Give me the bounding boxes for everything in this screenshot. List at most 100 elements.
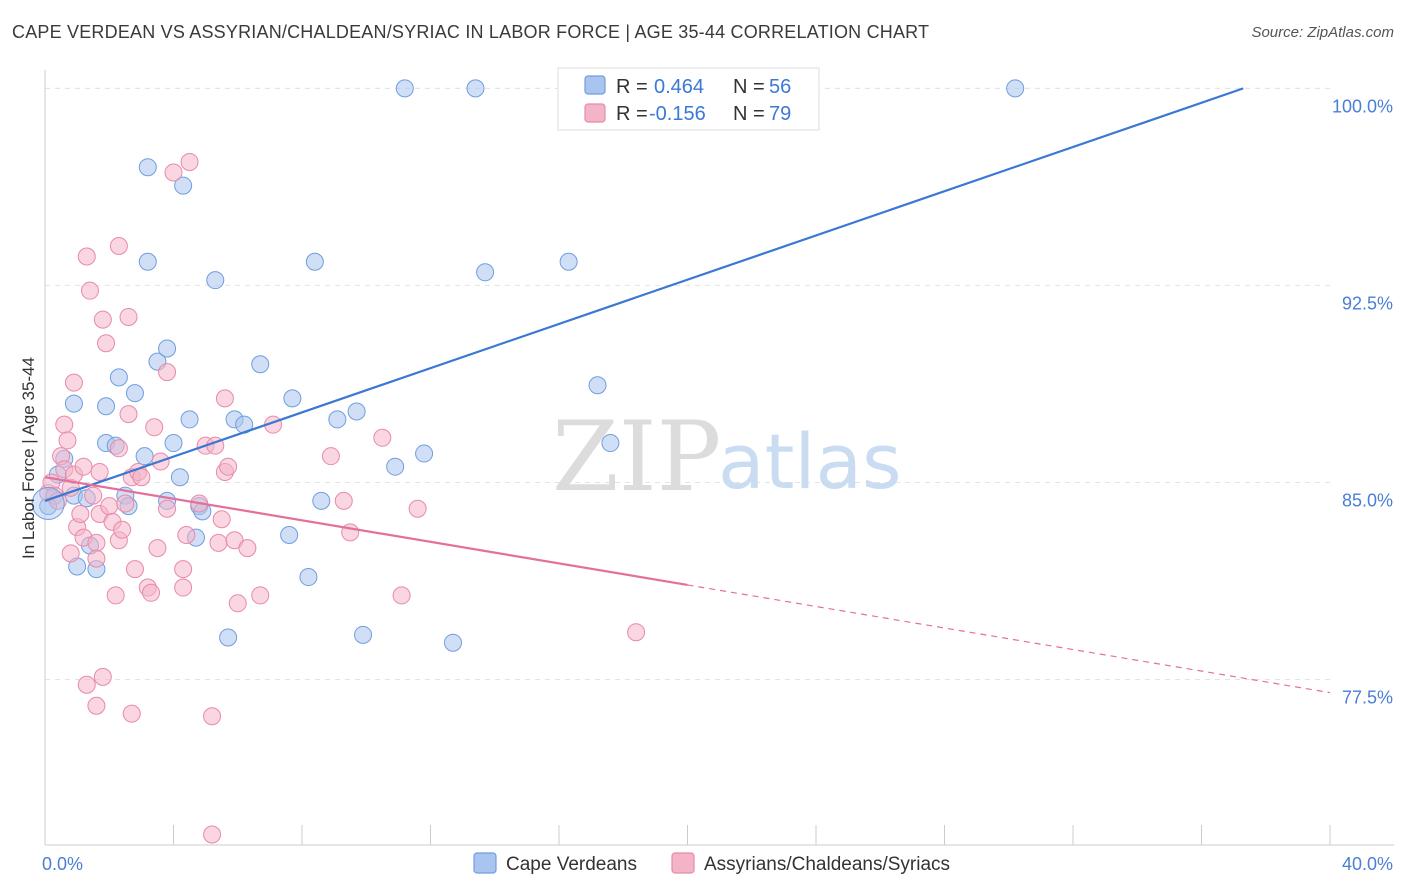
data-point-assyrians — [48, 491, 67, 510]
data-point-assyrians — [71, 504, 90, 523]
data-point-cape-verdeans — [135, 447, 154, 466]
data-point-cape-verdeans — [443, 633, 462, 652]
data-point-cape-verdeans — [588, 376, 607, 395]
data-point-cape-verdeans — [466, 79, 485, 98]
data-point-cape-verdeans — [559, 252, 578, 271]
data-point-cape-verdeans — [386, 457, 405, 476]
data-point-assyrians — [58, 431, 77, 450]
legend-swatch-assyrians — [584, 103, 606, 123]
data-point-assyrians — [113, 520, 132, 539]
data-point-cape-verdeans — [347, 402, 366, 421]
data-point-assyrians — [109, 237, 128, 256]
bottom-legend-swatch-cape-verdeans — [473, 852, 497, 874]
legend-r-label: R = — [616, 76, 648, 98]
legend-swatch-cape-verdeans — [584, 75, 606, 95]
data-point-cape-verdeans — [138, 252, 157, 271]
data-point-assyrians — [61, 544, 80, 563]
data-point-assyrians — [100, 497, 119, 516]
data-point-cape-verdeans-cluster — [31, 486, 65, 520]
data-point-cape-verdeans — [395, 79, 414, 98]
trend-layer — [44, 87, 1331, 694]
watermark: ZIP atlas — [552, 401, 902, 513]
bottom-legend: Cape Verdeans Assyrians/Chaldeans/Syriac… — [473, 852, 950, 875]
data-point-cape-verdeans — [1006, 79, 1025, 98]
data-point-cape-verdeans — [180, 410, 199, 429]
data-point-assyrians — [174, 578, 193, 597]
data-point-cape-verdeans — [125, 384, 144, 403]
chart-source: Source: ZipAtlas.com — [1251, 24, 1394, 41]
data-point-assyrians — [203, 825, 222, 844]
trend-line-assyrians-extrapolated — [687, 584, 1331, 694]
data-point-assyrians — [145, 418, 164, 437]
data-point-assyrians — [80, 281, 99, 300]
legend-r-label: R = — [616, 103, 648, 125]
data-point-assyrians — [142, 583, 161, 602]
data-point-assyrians — [219, 457, 238, 476]
data-point-cape-verdeans — [415, 444, 434, 463]
data-point-assyrians — [180, 152, 199, 171]
data-point-assyrians — [225, 531, 244, 550]
data-point-cape-verdeans — [64, 394, 83, 413]
data-point-cape-verdeans — [164, 434, 183, 453]
data-point-assyrians — [116, 494, 135, 513]
data-point-cape-verdeans — [312, 491, 331, 510]
data-point-assyrians — [119, 405, 138, 424]
data-point-assyrians — [87, 696, 106, 715]
data-point-assyrians — [321, 447, 340, 466]
data-point-assyrians — [122, 704, 141, 723]
data-point-assyrians — [55, 415, 74, 434]
tick-label-layer: 100.0% 92.5% 85.0% 77.5% 0.0% 40.0% — [42, 96, 1393, 874]
data-point-cape-verdeans — [219, 628, 238, 647]
grid-layer — [45, 87, 1330, 680]
data-point-assyrians — [408, 499, 427, 518]
data-point-assyrians — [158, 363, 177, 382]
data-point-assyrians — [174, 560, 193, 579]
data-point-assyrians — [93, 310, 112, 329]
data-point-cape-verdeans — [601, 434, 620, 453]
data-point-assyrians — [74, 457, 93, 476]
data-point-assyrians — [392, 586, 411, 605]
data-point-cape-verdeans — [354, 625, 373, 644]
data-point-assyrians — [238, 539, 257, 558]
legend: R = 0.464 N = 56 R = -0.156 N = 79 — [557, 67, 820, 131]
data-point-assyrians — [97, 334, 116, 353]
data-point-assyrians — [109, 439, 128, 458]
data-point-assyrians — [132, 468, 151, 487]
data-point-cape-verdeans — [283, 389, 302, 408]
data-point-cape-verdeans — [305, 252, 324, 271]
data-point-cape-verdeans — [174, 176, 193, 195]
data-point-assyrians — [90, 462, 109, 481]
y-tick-label: 85.0% — [1342, 490, 1393, 510]
data-point-assyrians — [64, 373, 83, 392]
legend-r-value: 0.464 — [654, 76, 704, 98]
points-layer — [31, 79, 1025, 844]
data-point-assyrians — [77, 675, 96, 694]
legend-n-value: 56 — [769, 76, 791, 98]
bottom-legend-swatch-assyrians — [671, 852, 695, 874]
data-point-assyrians — [125, 560, 144, 579]
x-tick-label: 0.0% — [42, 854, 83, 874]
chart-title: CAPE VERDEAN VS ASSYRIAN/CHALDEAN/SYRIAC… — [12, 22, 930, 42]
data-point-assyrians — [77, 247, 96, 266]
data-point-assyrians — [93, 667, 112, 686]
legend-n-label: N = — [733, 76, 765, 98]
bottom-legend-label-cape-verdeans: Cape Verdeans — [506, 854, 637, 875]
data-point-assyrians — [177, 526, 196, 544]
data-point-assyrians — [87, 549, 106, 568]
data-point-cape-verdeans — [280, 526, 299, 544]
data-point-assyrians — [106, 586, 125, 605]
data-point-assyrians — [84, 486, 103, 505]
trend-line-cape-verdeans — [44, 87, 1244, 502]
x-tick-label: 40.0% — [1342, 854, 1393, 874]
watermark-zip: ZIP — [552, 401, 721, 513]
data-point-cape-verdeans — [476, 263, 495, 282]
y-tick-label: 77.5% — [1342, 687, 1393, 707]
data-point-assyrians — [87, 533, 106, 552]
data-point-cape-verdeans — [109, 368, 128, 387]
legend-r-value: -0.156 — [649, 103, 706, 125]
data-point-cape-verdeans — [299, 568, 318, 587]
data-point-assyrians — [212, 510, 231, 529]
data-point-assyrians — [158, 499, 177, 518]
y-tick-label: 92.5% — [1342, 293, 1393, 313]
